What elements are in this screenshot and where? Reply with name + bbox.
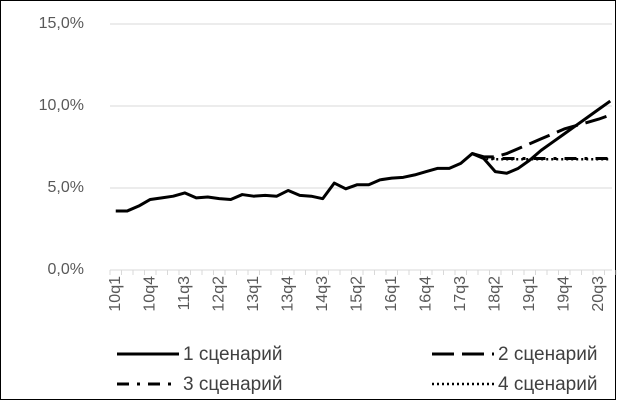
y-tick-label: 0,0% [48,261,84,278]
x-tick-label: 13q4 [279,276,296,312]
x-tick-label: 13q1 [245,276,262,312]
legend-label: 3 сценарий [183,374,282,395]
x-tick-label: 19q4 [555,276,572,312]
series-line [471,152,611,161]
x-tick-label: 19q1 [521,276,538,312]
x-tick-label: 15q2 [348,276,365,312]
y-tick-label: 10,0% [39,97,84,114]
x-tick-label: 18q2 [486,276,503,312]
x-tick-label: 16q4 [417,276,434,312]
legend-label: 2 сценарий [498,344,597,365]
series-line [115,99,612,213]
y-tick-label: 5,0% [48,179,84,196]
x-tick-label: 14q3 [314,276,331,312]
x-tick-label: 11q3 [176,276,193,311]
x-tick-label: 10q1 [107,276,124,312]
x-tick-label: 16q1 [383,276,400,312]
legend-label: 4 сценарий [498,374,597,395]
y-tick-label: 15,0% [39,15,84,32]
series-line [471,113,611,159]
x-tick-label: 20q3 [590,276,607,312]
x-tick-label: 10q4 [141,276,158,312]
legend-label: 1 сценарий [183,344,282,365]
x-tick-label: 12q2 [210,276,227,312]
x-tick-label: 17q3 [452,276,469,312]
